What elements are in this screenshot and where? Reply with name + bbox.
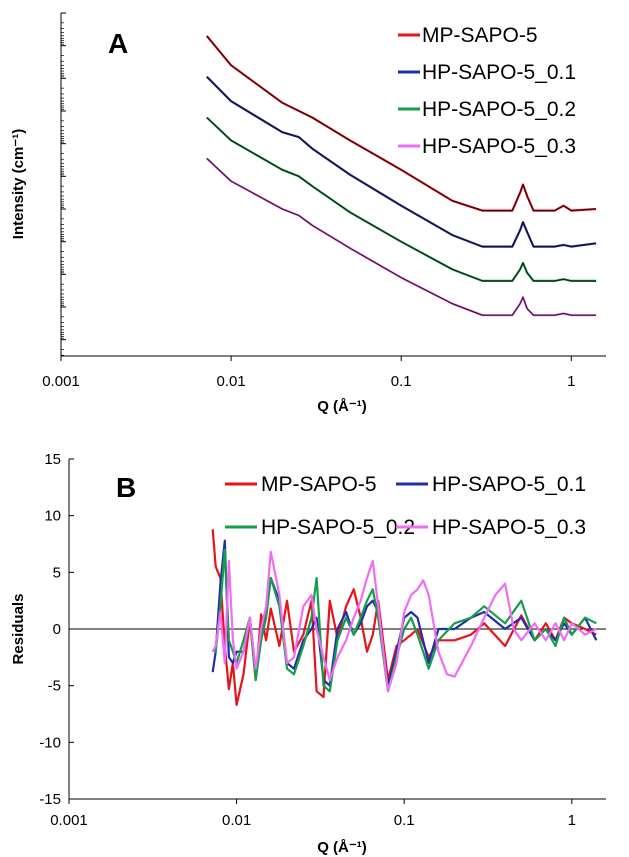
panel-b-y-ticks: 15 10 5 0 -5 -10 -15	[39, 451, 74, 808]
legend-label-hp-sapo-5-0-3: HP-SAPO-5_0.3	[422, 135, 576, 158]
panel-b: 15 10 5 0 -5 -10 -15 0.001 0.01 0.1 1 B Residuals…	[10, 451, 606, 856]
legend-label-hp-sapo-5-0-2: HP-SAPO-5_0.2	[261, 516, 415, 539]
fit-line-hp-sapo-5-0-2	[206, 117, 597, 282]
x-tick-label: 0.001	[42, 373, 80, 390]
legend-label-hp-sapo-5-0-2: HP-SAPO-5_0.2	[422, 98, 576, 121]
y-tick-label: 5	[53, 564, 61, 581]
x-tick-label: 1	[567, 373, 575, 390]
y-tick-label: -10	[39, 734, 61, 751]
y-tick-label: 15	[44, 451, 61, 468]
panel-b-x-axis-title: Q (Å⁻¹)	[317, 839, 367, 856]
y-tick-label: 10	[44, 508, 61, 525]
panel-a-axes	[60, 13, 606, 357]
fit-line-hp-sapo-5-0-1	[206, 76, 597, 248]
panel-b-letter: B	[116, 472, 136, 503]
legend-label-mp-sapo-5: MP-SAPO-5	[261, 473, 377, 496]
y-tick-label: 0	[53, 621, 61, 638]
legend-label-hp-sapo-5-0-1: HP-SAPO-5_0.1	[422, 61, 576, 84]
panel-a-y-ticks	[61, 12, 66, 356]
series-line-hp-sapo-5-0-3	[211, 550, 597, 693]
legend-label-mp-sapo-5: MP-SAPO-5	[422, 24, 538, 47]
panel-a-x-axis-title: Q (Å⁻¹)	[317, 398, 367, 415]
panel-a-legend: MP-SAPO-5 HP-SAPO-5_0.1 HP-SAPO-5_0.2 HP-SA…	[398, 24, 576, 158]
series-line-mp-sapo-5	[211, 529, 597, 706]
panel-a-x-ticks: 0.001 0.01 0.1 1	[42, 356, 575, 390]
y-tick-label: -5	[48, 678, 61, 695]
panel-b-x-ticks: 0.001 0.01 0.1 1	[50, 799, 576, 829]
panel-b-y-axis-title: Residuals	[10, 594, 27, 665]
fit-line-hp-sapo-5-0-3	[206, 157, 597, 316]
series-line-hp-sapo-5-0-3	[206, 157, 597, 317]
x-tick-label: 1	[568, 812, 576, 829]
legend-label-hp-sapo-5-0-1: HP-SAPO-5_0.1	[432, 473, 586, 496]
x-tick-label: 0.001	[50, 812, 88, 829]
y-tick-label: -15	[39, 791, 61, 808]
panel-b-legend: MP-SAPO-5 HP-SAPO-5_0.1 HP-SAPO-5_0.2 HP-SA…	[225, 473, 586, 539]
panel-a-y-axis-title: Intensity (cm⁻¹)	[10, 129, 27, 239]
x-tick-label: 0.01	[216, 373, 245, 390]
panel-a-letter: A	[108, 28, 128, 59]
x-tick-label: 0.1	[391, 373, 412, 390]
legend-label-hp-sapo-5-0-3: HP-SAPO-5_0.3	[432, 516, 586, 539]
panel-a: 0.001 0.01 0.1 1 A Intensity (cm⁻¹) Q (Å⁻¹)…	[10, 12, 606, 415]
panel-a-series	[205, 35, 597, 317]
x-tick-label: 0.01	[222, 812, 251, 829]
fit-line-mp-sapo-5	[206, 35, 597, 212]
x-tick-label: 0.1	[394, 812, 415, 829]
panel-b-series	[211, 529, 598, 706]
